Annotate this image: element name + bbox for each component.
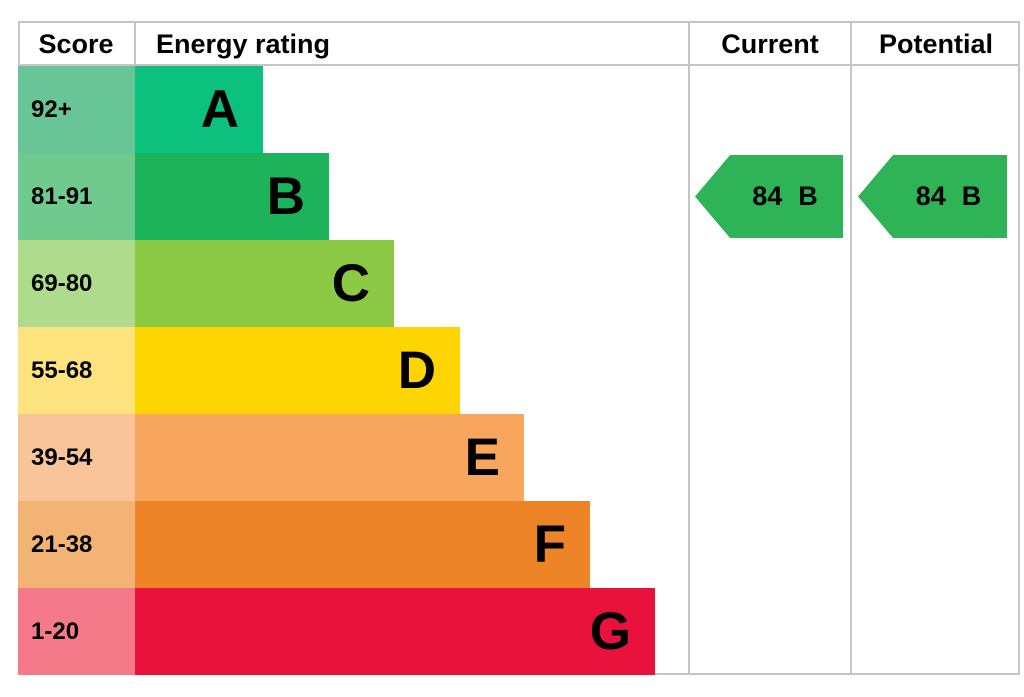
- band-row-g: 1-20 G: [18, 588, 1020, 675]
- score-cell-f: 21-38: [18, 501, 135, 588]
- rating-letter-d: D: [397, 341, 436, 400]
- header-current: Current: [721, 29, 819, 59]
- epc-table: Score Energy rating Current Potential 92…: [18, 21, 1020, 675]
- rating-bar-d: D: [135, 327, 460, 414]
- rating-letter-e: E: [464, 428, 500, 487]
- rating-bar-a: A: [135, 66, 263, 153]
- band-row-b: 81-91 B: [18, 153, 1020, 240]
- rating-bar-c: C: [135, 240, 394, 327]
- band-row-f: 21-38 F: [18, 501, 1020, 588]
- header-divider: [18, 64, 1020, 66]
- rating-bar-e: E: [135, 414, 524, 501]
- potential-rating-letter: B: [961, 181, 982, 211]
- band-row-c: 69-80 C: [18, 240, 1020, 327]
- score-cell-b: 81-91: [18, 153, 135, 240]
- current-rating-letter: B: [798, 181, 818, 211]
- rating-letter-a: A: [200, 80, 239, 139]
- score-column-divider: [134, 21, 136, 66]
- rating-letter-g: G: [589, 602, 631, 661]
- score-cell-e: 39-54: [18, 414, 135, 501]
- rating-bar-g: G: [135, 588, 655, 675]
- rating-letter-f: F: [533, 515, 566, 574]
- potential-rating-arrow: 84 B: [858, 155, 1007, 238]
- rating-letter-c: C: [331, 254, 370, 313]
- band-row-e: 39-54 E: [18, 414, 1020, 501]
- band-row-d: 55-68 D: [18, 327, 1020, 414]
- rating-bar-f: F: [135, 501, 590, 588]
- header-energy-rating: Energy rating: [156, 29, 331, 59]
- score-cell-a: 92+: [18, 66, 135, 153]
- rating-bar-b: B: [135, 153, 329, 240]
- header-score: Score: [38, 29, 114, 59]
- rating-letter-b: B: [266, 167, 305, 226]
- current-rating-value: 84: [752, 181, 783, 211]
- score-cell-g: 1-20: [18, 588, 135, 675]
- score-cell-d: 55-68: [18, 327, 135, 414]
- potential-column-divider: [850, 21, 852, 675]
- header-potential: Potential: [878, 29, 993, 59]
- current-rating-arrow: 84 B: [695, 155, 843, 238]
- band-row-a: 92+ A: [18, 66, 1020, 153]
- score-cell-c: 69-80: [18, 240, 135, 327]
- current-column-divider: [688, 21, 690, 675]
- potential-rating-value: 84: [915, 181, 946, 211]
